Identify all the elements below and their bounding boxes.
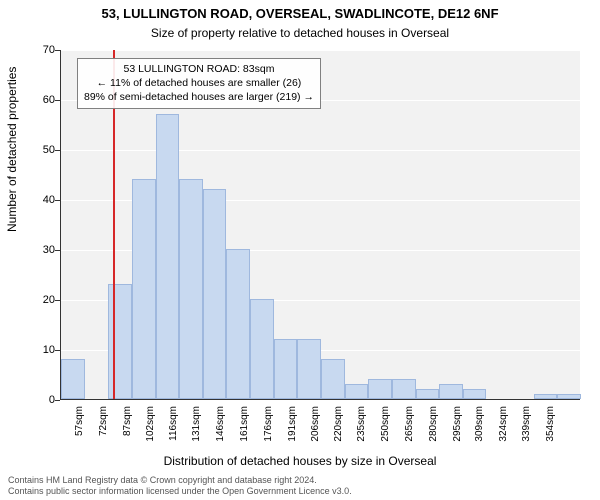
histogram-bar <box>368 379 392 399</box>
x-tick-label: 324sqm <box>498 406 509 442</box>
histogram-bar <box>179 179 203 399</box>
y-tick-mark <box>55 400 60 401</box>
footer-line-2: Contains public sector information licen… <box>8 486 352 497</box>
histogram-bar <box>297 339 321 399</box>
annotation-line-2: ← 11% of detached houses are smaller (26… <box>84 76 314 90</box>
histogram-bar <box>203 189 227 399</box>
x-tick-label: 161sqm <box>239 406 250 442</box>
y-tick-label: 70 <box>35 44 55 56</box>
histogram-bar <box>61 359 85 399</box>
y-axis-label: Number of detached properties <box>5 67 19 232</box>
histogram-bar <box>321 359 345 399</box>
x-tick-label: 206sqm <box>310 406 321 442</box>
histogram-bar <box>132 179 156 399</box>
annotation-line-1: 53 LULLINGTON ROAD: 83sqm <box>84 62 314 76</box>
x-tick-label: 57sqm <box>74 406 85 436</box>
footer-attribution: Contains HM Land Registry data © Crown c… <box>8 475 352 498</box>
x-tick-label: 280sqm <box>428 406 439 442</box>
x-tick-label: 116sqm <box>168 406 179 441</box>
x-tick-label: 250sqm <box>380 406 391 442</box>
y-tick-mark <box>55 350 60 351</box>
y-tick-mark <box>55 250 60 251</box>
x-tick-label: 265sqm <box>404 406 415 442</box>
annotation-line-3: 89% of semi-detached houses are larger (… <box>84 90 314 104</box>
x-tick-label: 295sqm <box>452 406 463 442</box>
histogram-bar <box>439 384 463 399</box>
chart-subtitle: Size of property relative to detached ho… <box>0 26 600 40</box>
x-tick-label: 102sqm <box>145 406 156 442</box>
y-tick-label: 30 <box>35 244 55 256</box>
x-tick-label: 72sqm <box>98 406 109 436</box>
x-tick-label: 131sqm <box>191 406 202 442</box>
grid-line <box>61 50 580 51</box>
x-axis-label: Distribution of detached houses by size … <box>0 454 600 468</box>
annotation-box: 53 LULLINGTON ROAD: 83sqm ← 11% of detac… <box>77 58 321 109</box>
y-tick-label: 60 <box>35 94 55 106</box>
y-tick-mark <box>55 200 60 201</box>
x-tick-label: 220sqm <box>333 406 344 442</box>
y-tick-mark <box>55 300 60 301</box>
x-tick-label: 309sqm <box>474 406 485 442</box>
histogram-bar <box>250 299 274 399</box>
y-tick-label: 40 <box>35 194 55 206</box>
histogram-bar <box>274 339 298 399</box>
histogram-bar <box>156 114 180 399</box>
histogram-bar <box>463 389 487 399</box>
histogram-bar <box>226 249 250 399</box>
chart-container: { "title_main": "53, LULLINGTON ROAD, OV… <box>0 0 600 500</box>
x-tick-label: 176sqm <box>263 406 274 442</box>
histogram-bar <box>557 394 581 399</box>
x-tick-label: 191sqm <box>287 406 298 442</box>
grid-line <box>61 400 580 401</box>
chart-title: 53, LULLINGTON ROAD, OVERSEAL, SWADLINCO… <box>0 6 600 21</box>
histogram-bar <box>534 394 558 399</box>
y-tick-label: 20 <box>35 294 55 306</box>
x-tick-label: 339sqm <box>521 406 532 442</box>
y-tick-label: 0 <box>35 394 55 406</box>
y-tick-mark <box>55 50 60 51</box>
x-tick-label: 87sqm <box>122 406 133 436</box>
y-tick-mark <box>55 100 60 101</box>
histogram-bar <box>345 384 369 399</box>
footer-line-1: Contains HM Land Registry data © Crown c… <box>8 475 352 486</box>
y-tick-mark <box>55 150 60 151</box>
histogram-bar <box>416 389 440 399</box>
x-tick-label: 235sqm <box>356 406 367 442</box>
histogram-bar <box>108 284 132 399</box>
x-tick-label: 146sqm <box>215 406 226 442</box>
y-tick-label: 50 <box>35 144 55 156</box>
y-tick-label: 10 <box>35 344 55 356</box>
histogram-bar <box>392 379 416 399</box>
grid-line <box>61 150 580 151</box>
x-tick-label: 354sqm <box>545 406 556 442</box>
